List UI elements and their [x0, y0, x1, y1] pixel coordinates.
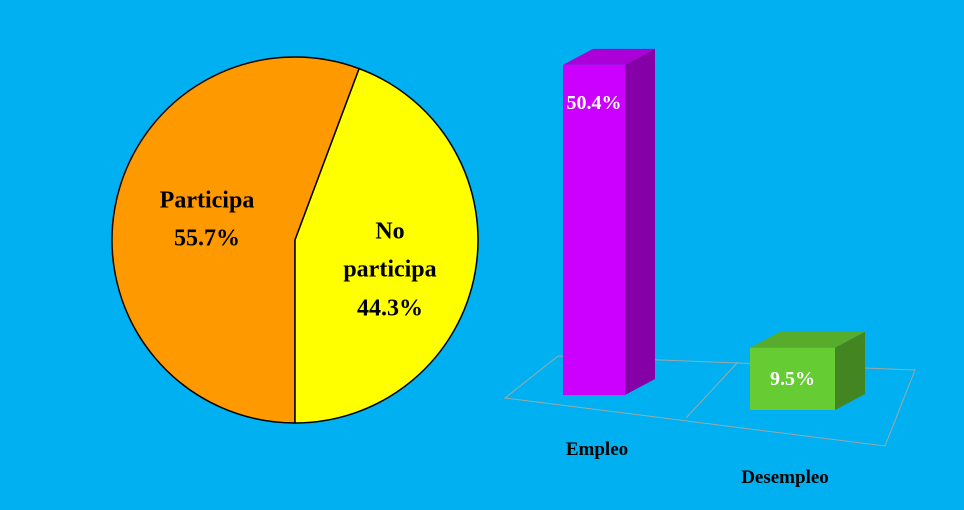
bar-value-label: 9.5%	[770, 367, 815, 390]
bar-top	[750, 331, 865, 348]
slice-text: Participa	[159, 187, 255, 214]
category-label: Desempleo	[741, 466, 829, 488]
bar-value-label: 50.4%	[566, 91, 622, 114]
floor	[503, 355, 916, 447]
slice-text: No participa	[343, 218, 437, 283]
slice-label: Participa 55.7%	[127, 182, 287, 259]
pie-slice	[111, 56, 361, 424]
pie-slice	[294, 67, 479, 424]
slice-label: No participa 44.3%	[335, 212, 445, 327]
bar-side	[835, 331, 865, 410]
bar	[750, 347, 835, 410]
bar	[563, 64, 625, 395]
floor-line	[685, 361, 739, 419]
bar-top	[563, 48, 655, 65]
slice-text: 44.3%	[357, 295, 423, 322]
slice-text: 55.7%	[174, 226, 240, 252]
category-label: Empleo	[565, 438, 629, 460]
bar-side	[625, 48, 655, 395]
